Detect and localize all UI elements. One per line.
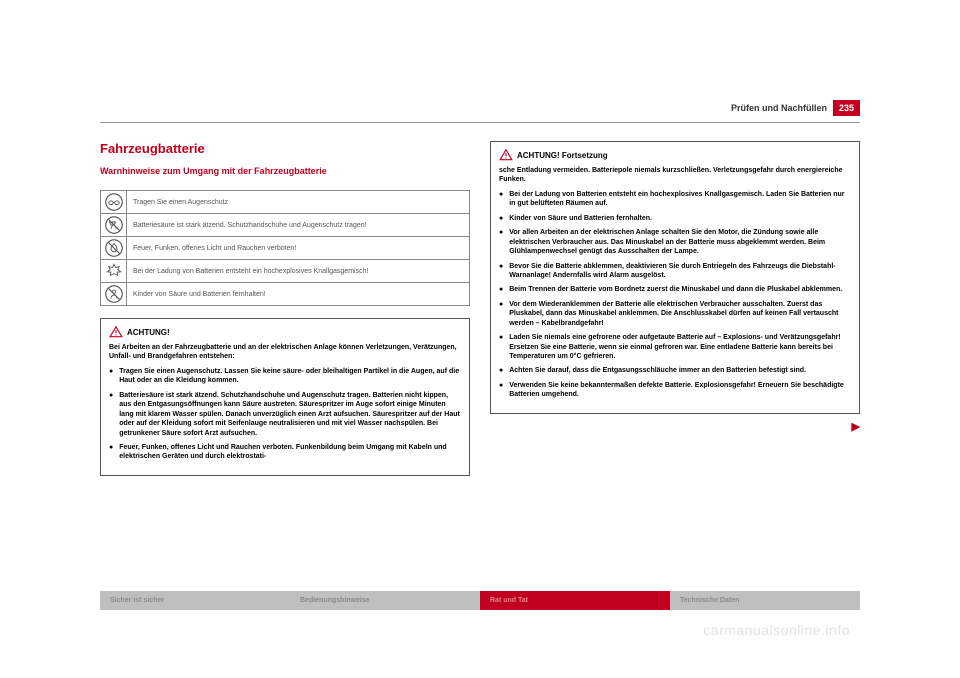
table-row: Tragen Sie einen Augenschutz (101, 191, 470, 214)
section-title: Fahrzeugbatterie (100, 141, 470, 156)
bullet-item: ●Laden Sie niemals eine gefrorene oder a… (499, 333, 851, 361)
warning-triangle-icon (499, 148, 513, 162)
corrosive-icon (101, 214, 127, 237)
explosion-icon (101, 260, 127, 283)
left-column: Fahrzeugbatterie Warnhinweise zum Umgang… (100, 141, 470, 484)
bullet-item: ●Vor allen Arbeiten an der elektrischen … (499, 228, 851, 256)
table-row: Batteriesäure ist stark ätzend. Schutzha… (101, 214, 470, 237)
achtung-intro: Bei Arbeiten an der Fahrzeugbatterie und… (109, 343, 461, 362)
bullet-dot: ● (109, 367, 113, 386)
achtung-cont-header: ACHTUNG! Fortsetzung (499, 148, 851, 162)
goggles-icon (101, 191, 127, 214)
continuation-arrow-icon: ▶ (490, 422, 860, 433)
bullet-item: ● Achten Sie darauf, dass die Entgasungss… (499, 366, 851, 375)
bullet-dot: ● (499, 300, 503, 328)
footer-tab: Sicher ist sicher (100, 591, 290, 610)
bullet-item: ●Vor dem Wiederanklemmen der Batterie al… (499, 300, 851, 328)
bullet-item: ● Tragen Sie einen Augenschutz. Lassen Si… (109, 367, 461, 386)
warning-text: Bei der Ladung von Batterien entsteht ei… (127, 260, 470, 283)
bullet-item: ● Bei der Ladung von Batterien entsteht e… (499, 190, 851, 209)
bullet-dot: ● (499, 333, 503, 361)
bullet-dot: ● (499, 214, 503, 223)
bullet-item: ● Kinder von Säure und Batterien fernhalt… (499, 214, 851, 223)
bullet-text: Feuer, Funken, offenes Licht und Rauchen… (119, 443, 461, 462)
bullet-text: Vor allen Arbeiten an der elektrischen A… (509, 228, 851, 256)
bullet-dot: ● (109, 391, 113, 438)
bullet-text: Vor dem Wiederanklemmen der Batterie all… (509, 300, 851, 328)
bullet-text: Achten Sie darauf, dass die Entgasungssc… (509, 366, 851, 375)
warning-text: Batteriesäure ist stark ätzend. Schutzha… (127, 214, 470, 237)
page-number-badge: 235 (833, 100, 860, 116)
manual-page: Prüfen und Nachfüllen 235 Fahrzeugbatter… (100, 100, 860, 578)
bullet-dot: ● (499, 228, 503, 256)
achtung-continuation-box: ACHTUNG! Fortsetzung sche Entladung verm… (490, 141, 860, 414)
right-column: ACHTUNG! Fortsetzung sche Entladung verm… (490, 141, 860, 484)
watermark: carmanualsonline.info (703, 622, 850, 638)
warning-text: Kinder von Säure und Batterien fernhalte… (127, 283, 470, 306)
subsection-title: Warnhinweise zum Umgang mit der Fahrzeug… (100, 166, 470, 176)
bullet-dot: ● (109, 443, 113, 462)
achtung-cont-body: sche Entladung vermeiden. Batteriepole n… (499, 166, 851, 400)
achtung-cont-label: ACHTUNG! Fortsetzung (517, 151, 608, 160)
bullet-item: ● Bevor Sie die Batterie abklemmen, deakt… (499, 262, 851, 281)
table-row: Bei der Ladung von Batterien entsteht ei… (101, 260, 470, 283)
warning-text: Tragen Sie einen Augenschutz (127, 191, 470, 214)
bullet-dot: ● (499, 381, 503, 400)
content-columns: Fahrzeugbatterie Warnhinweise zum Umgang… (100, 141, 860, 484)
achtung-cont-intro: sche Entladung vermeiden. Batteriepole n… (499, 166, 851, 185)
warning-triangle-icon (109, 325, 123, 339)
table-row: Kinder von Säure und Batterien fernhalte… (101, 283, 470, 306)
bullet-item: ● Beim Trennen der Batterie vom Bordnetz … (499, 285, 851, 294)
bullet-text: Laden Sie niemals eine gefrorene oder au… (509, 333, 851, 361)
bullet-item: ●Batteriesäure ist stark ätzend. Schutzh… (109, 391, 461, 438)
achtung-body: Bei Arbeiten an der Fahrzeugbatterie und… (109, 343, 461, 462)
chapter-title: Prüfen und Nachfüllen (731, 103, 827, 113)
footer-tabs: Sicher ist sicherBedienungshinweiseRat u… (100, 591, 860, 610)
achtung-box: ACHTUNG! Bei Arbeiten an der Fahrzeugbat… (100, 318, 470, 476)
bullet-dot: ● (499, 262, 503, 281)
footer-tab: Bedienungshinweise (290, 591, 480, 610)
bullet-text: Batteriesäure ist stark ätzend. Schutzha… (119, 391, 461, 438)
header-rule (100, 122, 860, 123)
bullet-dot: ● (499, 366, 503, 375)
warning-symbol-table: Tragen Sie einen AugenschutzBatteriesäur… (100, 190, 470, 306)
bullet-dot: ● (499, 190, 503, 209)
warning-text: Feuer, Funken, offenes Licht und Rauchen… (127, 237, 470, 260)
page-header: Prüfen und Nachfüllen 235 (100, 100, 860, 116)
footer-tab: Technische Daten (670, 591, 860, 610)
footer-tab: Rat und Tat (480, 591, 670, 610)
bullet-text: Tragen Sie einen Augenschutz. Lassen Sie… (119, 367, 461, 386)
bullet-item: ● Feuer, Funken, offenes Licht und Rauche… (109, 443, 461, 462)
bullet-text: Bei der Ladung von Batterien entsteht ei… (509, 190, 851, 209)
achtung-header: ACHTUNG! (109, 325, 461, 339)
bullet-item: ● Verwenden Sie keine bekanntermaßen defe… (499, 381, 851, 400)
bullet-text: Bevor Sie die Batterie abklemmen, deakti… (509, 262, 851, 281)
table-row: Feuer, Funken, offenes Licht und Rauchen… (101, 237, 470, 260)
bullet-text: Verwenden Sie keine bekanntermaßen defek… (509, 381, 851, 400)
bullet-dot: ● (499, 285, 503, 294)
keep-away-children-icon (101, 283, 127, 306)
bullet-text: Kinder von Säure und Batterien fernhalte… (509, 214, 851, 223)
no-fire-icon (101, 237, 127, 260)
achtung-label: ACHTUNG! (127, 328, 170, 337)
bullet-text: Beim Trennen der Batterie vom Bordnetz z… (509, 285, 851, 294)
